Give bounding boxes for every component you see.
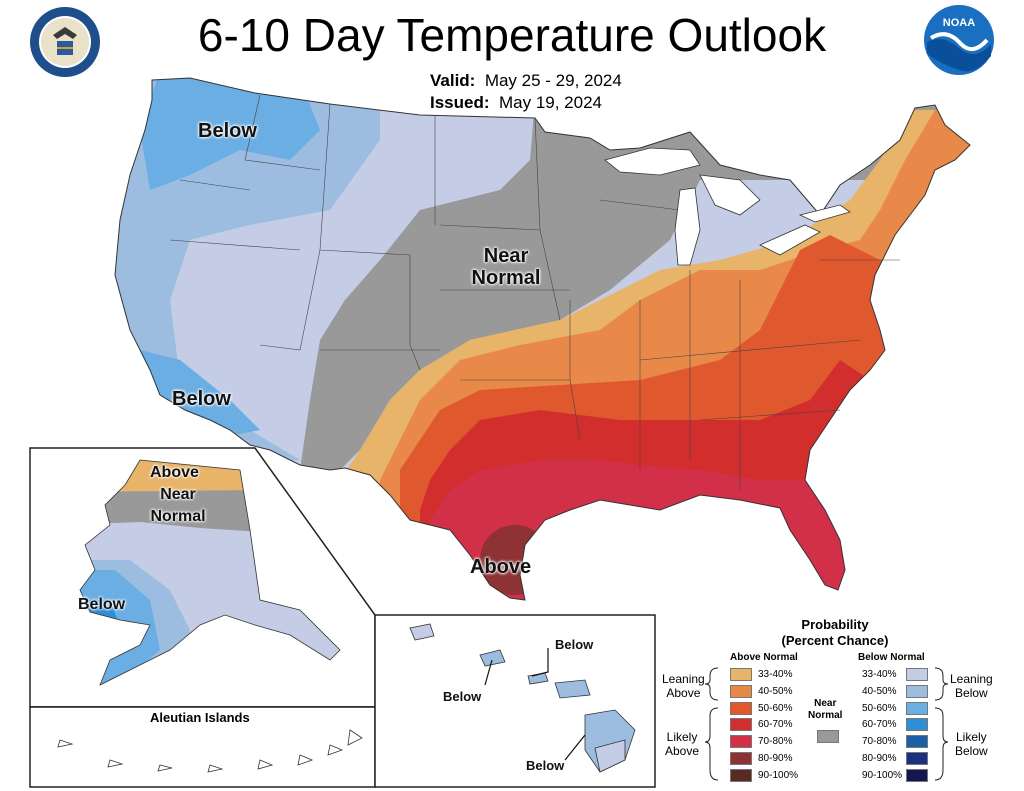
commerce-seal-logo — [30, 7, 100, 77]
legend-above-label-3: 60-70% — [758, 719, 793, 731]
label-below-northwest: Below — [198, 120, 257, 142]
legend-near-swatch — [817, 730, 839, 743]
legend-title-2: (Percent Chance) — [781, 633, 889, 648]
valid-label: Valid: — [430, 71, 476, 90]
label-above-texas: Above — [470, 556, 532, 578]
legend-above-label-0: 33-40% — [758, 669, 793, 680]
legend-above-label-1: 40-50% — [758, 685, 793, 697]
legend-leaning-above-2: Above — [666, 686, 701, 700]
legend-leaning-below: Leaning Below — [950, 672, 993, 700]
legend-below-swatch-5 — [906, 752, 928, 765]
legend-below-label-5: 80-90% — [862, 753, 897, 764]
legend-likely-above-1: Likely — [666, 730, 698, 744]
legend-below-swatch-1 — [906, 684, 928, 698]
label-ak-near: Near — [160, 486, 196, 503]
legend-above-swatch-5 — [730, 752, 752, 765]
legend-below-swatch-0 — [906, 668, 928, 681]
issued-value: May 19, 2024 — [498, 93, 602, 112]
legend-below-swatch-2 — [906, 701, 928, 715]
legend-above-swatch-1 — [730, 684, 752, 698]
label-hi-below-3: Below — [526, 758, 565, 773]
legend-near-2: Normal — [808, 710, 843, 721]
legend-leaning-below-2: Below — [955, 686, 988, 700]
legend-near-1: Near — [814, 698, 837, 709]
legend-below-head: Below Normal — [858, 652, 925, 663]
svg-text:NOAA: NOAA — [943, 17, 975, 29]
legend-above-swatch-2 — [730, 701, 752, 715]
legend-above-swatch-4 — [730, 735, 752, 749]
legend-above-label-5: 80-90% — [758, 753, 793, 764]
label-ak-near-normal: Near Normal — [142, 484, 214, 528]
legend-leaning-above: Leaning Above — [662, 672, 705, 700]
legend-leaning-above-1: Leaning — [662, 672, 705, 686]
label-ak-normal: Normal — [150, 508, 206, 525]
label-aleutian-islands: Aleutian Islands — [150, 710, 250, 725]
label-hi-below-2: Below — [443, 689, 482, 704]
legend-likely-below-1: Likely — [956, 730, 987, 744]
label-near-normal: Near Normal — [466, 245, 546, 289]
label-ak-below: Below — [78, 596, 126, 613]
legend-below-label-6: 90-100% — [862, 769, 903, 781]
valid-value: May 25 - 29, 2024 — [484, 71, 622, 90]
legend-likely-below: Likely Below — [955, 730, 988, 758]
legend-title: Probability (Percent Chance) — [760, 617, 910, 649]
legend-above-swatch-6 — [730, 768, 752, 782]
legend-above-head: Above Normal — [730, 652, 798, 663]
legend-below-label-0: 33-40% — [862, 669, 897, 680]
legend-below-swatch-6 — [906, 768, 928, 782]
legend-above-swatch-0 — [730, 668, 752, 681]
legend-likely-below-2: Below — [955, 744, 988, 758]
label-hi-below-1: Below — [555, 637, 594, 652]
legend-below-swatch-4 — [906, 735, 928, 749]
legend-above-swatch-3 — [730, 718, 752, 732]
label-below-southwest: Below — [172, 388, 231, 410]
legend-near-normal: Near Normal — [808, 698, 842, 722]
legend-above-label-6: 90-100% — [758, 769, 799, 781]
legend-below-label-4: 70-80% — [862, 736, 897, 748]
label-ak-above: Above — [150, 464, 199, 481]
legend-likely-above-2: Above — [665, 744, 700, 758]
legend-below-label-2: 50-60% — [862, 702, 897, 714]
legend-below-label-1: 40-50% — [862, 685, 897, 697]
noaa-logo: NOAA — [924, 5, 994, 75]
issued-label: Issued: — [430, 93, 490, 112]
legend-likely-above: Likely Above — [665, 730, 699, 758]
map-title: 6-10 Day Temperature Outlook — [197, 9, 827, 61]
label-normal: Normal — [471, 267, 541, 289]
dates-block: Valid: May 25 - 29, 2024 Issued: May 19,… — [430, 70, 622, 114]
legend-above-label-2: 50-60% — [758, 702, 793, 714]
legend-title-1: Probability — [801, 617, 869, 632]
legend-above-label-4: 70-80% — [758, 736, 793, 748]
label-near: Near — [483, 245, 529, 267]
legend-below-swatch-3 — [906, 718, 928, 732]
legend-leaning-below-1: Leaning — [950, 672, 993, 686]
legend-below-label-3: 60-70% — [862, 719, 897, 731]
